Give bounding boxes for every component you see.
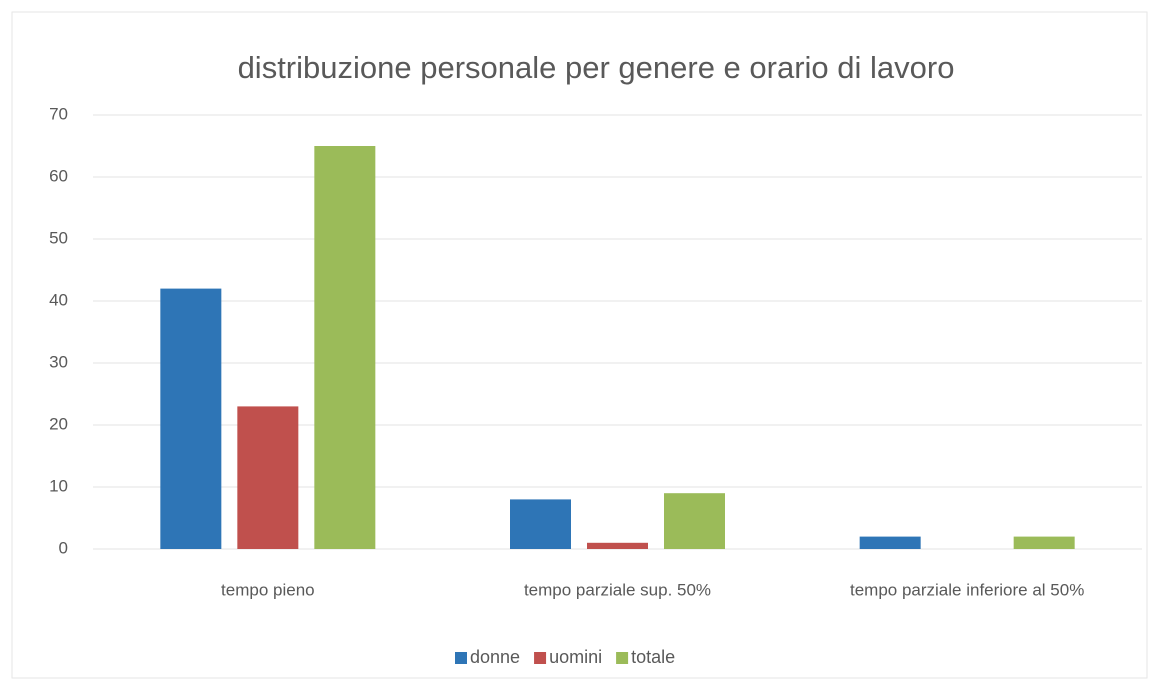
y-tick-label: 10 bbox=[49, 476, 68, 495]
legend-swatch bbox=[616, 652, 629, 664]
legend-label: totale bbox=[631, 647, 675, 667]
y-tick-label: 50 bbox=[49, 228, 68, 247]
y-tick-label: 0 bbox=[59, 538, 68, 557]
legend-label: donne bbox=[470, 647, 520, 667]
bar bbox=[587, 542, 648, 549]
y-tick-label: 70 bbox=[49, 104, 68, 123]
legend-label: uomini bbox=[549, 647, 602, 667]
y-tick-label: 20 bbox=[49, 414, 68, 433]
x-tick-label: tempo parziale sup. 50% bbox=[524, 580, 711, 599]
x-tick-label: tempo pieno bbox=[221, 580, 315, 599]
bar bbox=[237, 406, 299, 549]
bar bbox=[1013, 536, 1075, 549]
bar bbox=[510, 499, 571, 549]
bar bbox=[314, 146, 376, 549]
chart-title: distribuzione personale per genere e ora… bbox=[238, 50, 955, 85]
legend-swatch bbox=[455, 652, 467, 664]
legend-swatch bbox=[534, 652, 547, 664]
bar bbox=[664, 493, 725, 549]
bar bbox=[859, 536, 921, 549]
y-tick-label: 40 bbox=[49, 290, 68, 309]
y-tick-label: 60 bbox=[49, 166, 68, 185]
bar bbox=[160, 288, 222, 549]
y-tick-label: 30 bbox=[49, 352, 68, 371]
x-tick-label: tempo parziale inferiore al 50% bbox=[850, 580, 1084, 599]
